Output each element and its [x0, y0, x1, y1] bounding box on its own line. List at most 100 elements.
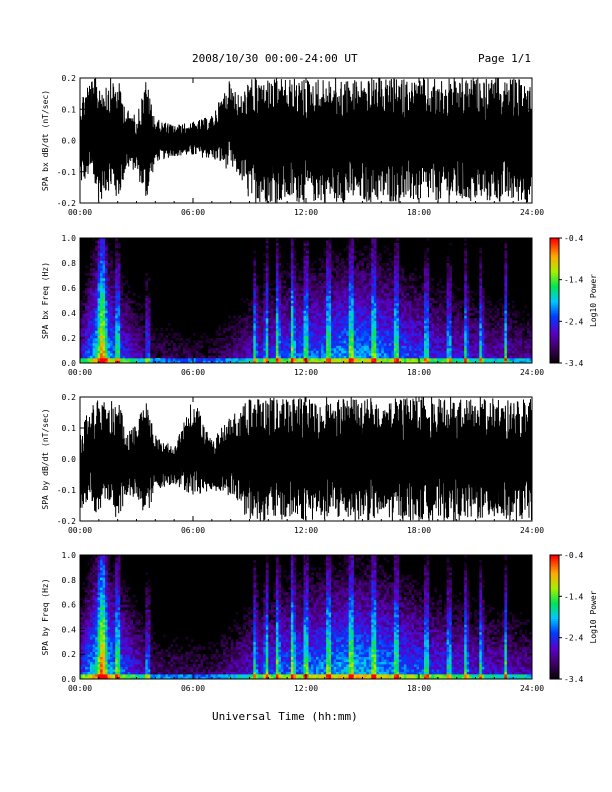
- spectrogram-cell: [326, 310, 329, 314]
- spectrogram-cell: [160, 333, 164, 336]
- spectrogram-cell: [333, 253, 337, 256]
- spectrogram-cell: [250, 333, 254, 336]
- spectrogram-cell: [321, 298, 324, 301]
- spectrogram-cell: [92, 248, 96, 251]
- spectrogram-cell: [396, 270, 400, 274]
- spectrogram-cell: [265, 258, 269, 261]
- spectrogram-cell: [444, 325, 447, 329]
- spectrogram-cell: [105, 290, 108, 294]
- spectrogram-cell: [288, 335, 292, 339]
- spectrogram-cell: [152, 353, 156, 356]
- spectrogram-cell: [283, 280, 287, 284]
- spectrogram-cell: [451, 323, 455, 326]
- spectrogram-cell: [431, 328, 435, 331]
- spectrogram-cell: [97, 238, 101, 241]
- spectrogram-cell: [137, 330, 141, 334]
- spectrogram-cell: [388, 348, 392, 351]
- spectrogram-cell: [318, 320, 322, 324]
- spectrogram-cell: [406, 338, 410, 341]
- spectrogram-cell: [396, 325, 400, 329]
- spectrogram-cell: [444, 358, 447, 361]
- spectrogram-cell: [157, 358, 161, 361]
- spectrogram-cell: [283, 323, 287, 326]
- spectrogram-cell: [466, 323, 470, 326]
- spectrogram-cell: [316, 338, 319, 341]
- spectrogram-cell: [353, 325, 357, 329]
- spectrogram-cell: [323, 265, 327, 269]
- spectrogram-cell: [461, 340, 465, 344]
- spectrogram-cell: [298, 285, 302, 289]
- spectrogram-cell: [313, 315, 317, 319]
- spectrogram-cell: [296, 335, 299, 339]
- spectrogram-cell: [311, 268, 314, 271]
- spectrogram-cell: [353, 295, 357, 299]
- spectrogram-cell: [321, 285, 324, 289]
- spectrogram-cell: [265, 360, 269, 364]
- spectrogram-cell: [366, 263, 370, 266]
- spectrogram-cell: [147, 303, 151, 306]
- spectrogram-cell: [371, 350, 375, 354]
- spectrogram-cell: [361, 313, 364, 316]
- spectrogram-cell: [411, 278, 415, 281]
- spectrogram-cell: [346, 308, 349, 311]
- spectrogram-cell: [306, 270, 309, 274]
- spectrogram-cell: [283, 320, 287, 324]
- spectrogram-cell: [401, 348, 405, 351]
- spectrogram-cell: [456, 315, 460, 319]
- spectrogram-cell: [275, 258, 279, 261]
- spectrogram-cell: [306, 313, 309, 316]
- spectrogram-cell: [331, 330, 334, 334]
- spectrogram-cell: [424, 325, 427, 329]
- spectrogram-cell: [301, 290, 304, 294]
- spectrogram-cell: [363, 270, 367, 274]
- spectrogram-cell: [311, 355, 314, 359]
- spectrogram-cell: [243, 320, 246, 324]
- spectrogram-cell: [85, 308, 88, 311]
- spectrogram-cell: [107, 278, 111, 281]
- spectrogram-cell: [185, 345, 189, 349]
- spectrogram-cell: [117, 283, 121, 286]
- spectrogram-cell: [125, 358, 128, 361]
- spectrogram-cell: [366, 278, 370, 281]
- spectrogram-cell: [82, 338, 86, 341]
- spectrogram-cell: [361, 283, 364, 286]
- spectrogram-cell: [338, 355, 342, 359]
- spectrogram-cell: [421, 320, 425, 324]
- spectrogram-cell: [446, 288, 450, 291]
- spectrogram-cell: [454, 328, 457, 331]
- spectrogram-cell: [333, 255, 337, 259]
- spectrogram-cell: [416, 300, 420, 304]
- spectrogram-cell: [95, 290, 98, 294]
- spectrogram-cell: [328, 263, 332, 266]
- spectrogram-cell: [145, 288, 149, 291]
- spectrogram-cell: [363, 278, 367, 281]
- spectrogram-cell: [381, 348, 385, 351]
- spectrogram-cell: [456, 330, 460, 334]
- spectrogram-cell: [122, 333, 126, 336]
- spectrogram-cell: [391, 285, 395, 289]
- spectrogram-cell: [358, 278, 362, 281]
- spectrogram-cell: [285, 350, 289, 354]
- spectrogram-cell: [398, 348, 402, 351]
- spectrogram-cell: [107, 255, 111, 259]
- spectrogram-cell: [238, 315, 241, 319]
- spectrogram-cell: [326, 340, 329, 344]
- spectrogram-cell: [429, 283, 432, 286]
- spectrogram-cell: [363, 280, 367, 284]
- spectrogram-cell: [120, 333, 123, 336]
- spectrogram-cell: [92, 300, 96, 304]
- spectrogram-cell: [376, 328, 380, 331]
- spectrogram-cell: [346, 333, 349, 336]
- spectrogram-cell: [348, 288, 352, 291]
- spectrogram-cell: [258, 310, 262, 314]
- spectrogram-cell: [381, 323, 385, 326]
- spectrogram-cell: [336, 350, 339, 354]
- spectrogram-cell: [248, 348, 251, 351]
- spectrogram-cell: [290, 248, 294, 251]
- spectrogram-cell: [220, 358, 224, 361]
- spectrogram-cell: [461, 350, 465, 354]
- spectrogram-cell: [386, 343, 390, 346]
- spectrogram-cell: [122, 300, 126, 304]
- spectrogram-cell: [233, 350, 236, 354]
- spectrogram-cell: [459, 333, 462, 336]
